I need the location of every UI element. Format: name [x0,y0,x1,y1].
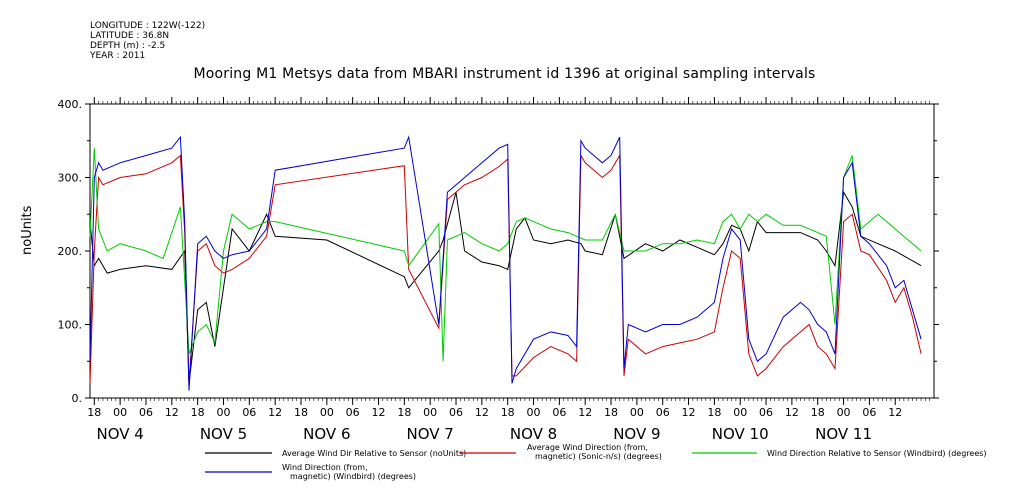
depth-text: DEPTH (m) : -2.5 [90,41,166,51]
x-day-label: NOV 6 [303,425,350,443]
x-tick-label: 12 [578,406,592,419]
x-tick-label: 06 [139,406,153,419]
x-tick-label: 12 [165,406,179,419]
x-tick-label: 06 [656,406,670,419]
legend-label-3: Wind Direction Relative to Sensor (Windb… [767,449,987,458]
y-tick-label: 200. [58,245,83,258]
x-tick-label: 00 [216,406,230,419]
x-day-label: NOV 4 [96,425,143,443]
x-tick-label: 18 [501,406,515,419]
series-line-2 [89,153,922,384]
x-day-label: NOV 10 [712,425,769,443]
longitude-text: LONGITUDE : 122W(-122) [90,21,206,31]
x-tick-label: 00 [630,406,644,419]
x-tick-label: 18 [191,406,205,419]
x-day-label: NOV 7 [407,425,454,443]
y-tick-label: 400. [58,98,83,111]
y-tick-label: 0. [72,392,83,405]
x-tick-label: 00 [837,406,851,419]
x-tick-label: 18 [87,406,101,419]
x-tick-label: 00 [113,406,127,419]
x-tick-label: 18 [707,406,721,419]
x-tick-label: 18 [294,406,308,419]
x-day-label: NOV 8 [510,425,557,443]
x-tick-label: 12 [268,406,282,419]
x-tick-label: 12 [888,406,902,419]
y-tick-label: 300. [58,172,83,185]
x-tick-label: 18 [604,406,618,419]
legend-label-1: Average Wind Dir Relative to Sensor (noU… [282,449,466,458]
x-tick-label: 06 [759,406,773,419]
x-day-label: NOV 11 [815,425,872,443]
x-day-label: NOV 9 [613,425,660,443]
x-tick-label: 00 [423,406,437,419]
latitude-text: LATITUDE : 36.8N [90,31,170,41]
legend-label-2: Average Wind Direction (from, magnetic) (… [527,443,662,461]
series-line-3 [89,148,922,362]
x-tick-label: 00 [733,406,747,419]
x-tick-label: 12 [372,406,386,419]
x-tick-label: 06 [242,406,256,419]
x-tick-label: 00 [320,406,334,419]
year-text: YEAR : 2011 [90,51,146,61]
x-tick-label: 06 [862,406,876,419]
chart-title: Mooring M1 Metsys data from MBARI instru… [193,66,816,82]
x-tick-label: 06 [449,406,463,419]
x-tick-label: 00 [527,406,541,419]
legend-label-4: Wind Direction (from, magnetic) (Windbird… [282,463,416,481]
series-line-1 [89,190,922,384]
x-day-label: NOV 5 [200,425,247,443]
y-tick-label: 100. [58,319,83,332]
x-tick-label: 12 [475,406,489,419]
x-tick-label: 06 [552,406,566,419]
x-tick-label: 12 [785,406,799,419]
metadata-block: LONGITUDE : 122W(-122) LATITUDE : 36.8N … [90,21,205,61]
x-tick-label: 18 [397,406,411,419]
x-tick-label: 12 [682,406,696,419]
x-tick-label: 18 [811,406,825,419]
x-tick-label: 06 [346,406,360,419]
series-line-4 [89,135,922,391]
